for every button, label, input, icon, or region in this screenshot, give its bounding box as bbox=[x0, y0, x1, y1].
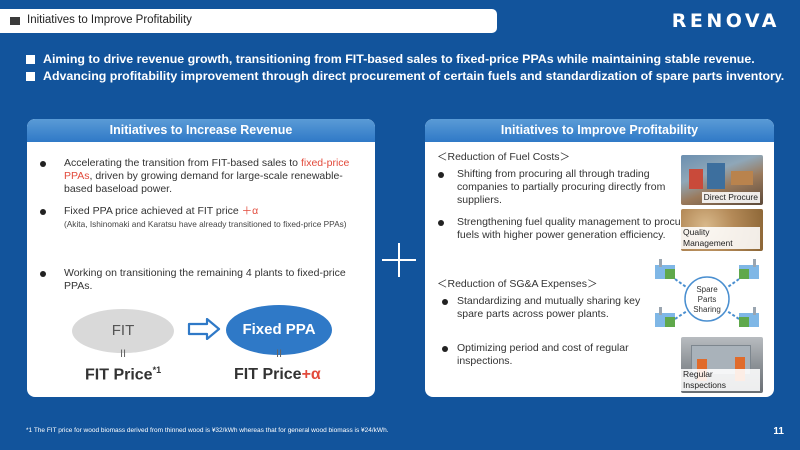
sga-heading: ＜Reduction of SG&A Expenses＞ bbox=[437, 278, 598, 290]
plus-icon bbox=[382, 243, 416, 277]
regular-inspections-image: Regular Inspections bbox=[681, 337, 763, 393]
bullet-icon bbox=[40, 161, 46, 167]
fuel-bullet-1: Shifting from procuring all through trad… bbox=[457, 168, 666, 206]
fit-price-plus-alpha-label: FIT Price+α bbox=[234, 366, 321, 383]
revenue-panel-title: Initiatives to Increase Revenue bbox=[27, 119, 375, 142]
fit-oval: FIT bbox=[72, 309, 174, 353]
spare-label: Spare bbox=[696, 285, 718, 294]
bullet-icon bbox=[438, 220, 444, 226]
fixed-ppa-oval: Fixed PPA bbox=[226, 305, 332, 355]
renova-logo: RENOVA bbox=[671, 10, 780, 32]
sga-bullet-2: Optimizing period and cost of regular in… bbox=[457, 342, 629, 367]
quality-management-image: Quality Management bbox=[681, 209, 763, 251]
sga-bullet-1: Standardizing and mutually sharing key s… bbox=[457, 295, 641, 320]
square-bullet-icon bbox=[26, 72, 35, 81]
revenue-panel: Initiatives to Increase Revenue Accelera… bbox=[27, 119, 375, 397]
equals-mark: II bbox=[120, 348, 127, 360]
fuel-costs-heading: ＜Reduction of Fuel Costs＞ bbox=[437, 151, 571, 163]
revenue-bullet-3: Working on transitioning the remaining 4… bbox=[64, 267, 346, 292]
fuel-bullet-2: Strengthening fuel quality management to… bbox=[457, 216, 690, 241]
bullet-icon bbox=[40, 209, 46, 215]
right-arrow-icon bbox=[187, 318, 221, 340]
profitability-panel-title: Initiatives to Improve Profitability bbox=[425, 119, 774, 142]
title-bar: Initiatives to Improve Profitability bbox=[0, 9, 497, 33]
power-plant-icon bbox=[739, 307, 759, 327]
revenue-bullet-2: Fixed PPA price achieved at FIT price ＋α bbox=[64, 205, 259, 217]
power-plant-icon bbox=[655, 307, 675, 327]
square-bullet-icon bbox=[26, 55, 35, 64]
bullet-icon bbox=[442, 346, 448, 352]
bullet-icon bbox=[40, 271, 46, 277]
fit-price-label: FIT Price*1 bbox=[85, 365, 162, 384]
page-number: 11 bbox=[773, 426, 784, 437]
revenue-bullet-2-note: (Akita, Ishinomaki and Karatsu have alre… bbox=[64, 219, 347, 229]
summary-item: Advancing profitability improvement thro… bbox=[26, 68, 784, 85]
summary-item: Aiming to drive revenue growth, transiti… bbox=[26, 51, 784, 68]
bullet-icon bbox=[438, 172, 444, 178]
title-marker bbox=[10, 17, 20, 25]
page-title: Initiatives to Improve Profitability bbox=[27, 14, 192, 26]
parts-label: Parts bbox=[698, 295, 717, 304]
spare-parts-sharing-diagram: Spare Parts Sharing bbox=[655, 259, 759, 327]
bullet-icon bbox=[442, 299, 448, 305]
power-plant-icon bbox=[739, 259, 759, 279]
direct-procure-image: Direct Procure bbox=[681, 155, 763, 205]
sharing-label: Sharing bbox=[693, 305, 721, 314]
profitability-panel: Initiatives to Improve Profitability ＜Re… bbox=[425, 119, 774, 397]
revenue-bullet-1: Accelerating the transition from FIT-bas… bbox=[64, 157, 350, 195]
equals-mark: II bbox=[276, 348, 283, 360]
summary-bullets: Aiming to drive revenue growth, transiti… bbox=[26, 51, 784, 85]
power-plant-icon bbox=[655, 259, 675, 279]
footnote: *1 The FIT price for wood biomass derive… bbox=[26, 427, 389, 434]
